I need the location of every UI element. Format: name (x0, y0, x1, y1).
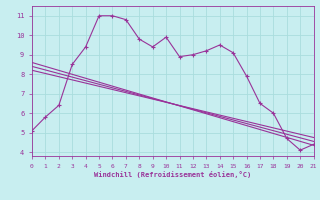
X-axis label: Windchill (Refroidissement éolien,°C): Windchill (Refroidissement éolien,°C) (94, 171, 252, 178)
